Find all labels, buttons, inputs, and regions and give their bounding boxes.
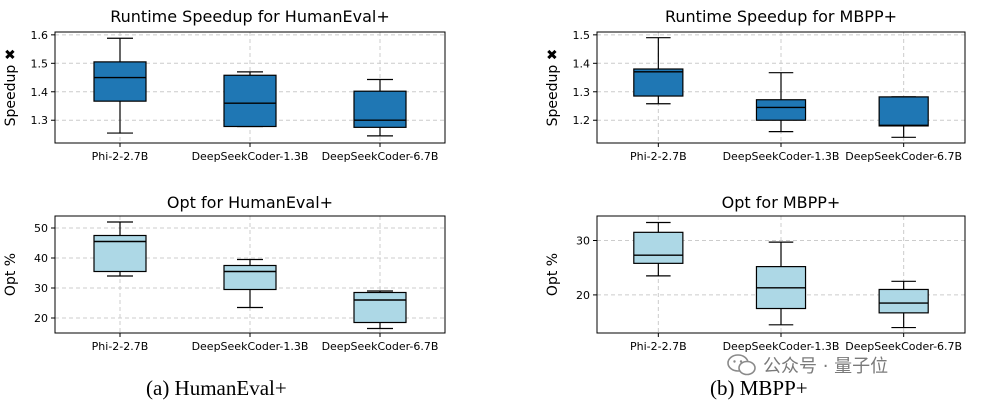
y-tick-label: 50 — [34, 222, 48, 235]
chart-title: Opt for MBPP+ — [722, 193, 841, 212]
y-axis-label: Speedup ✖ — [545, 49, 561, 127]
chart-title: Opt for HumanEval+ — [167, 193, 333, 212]
box-iqr — [633, 231, 684, 264]
box-iqr — [878, 96, 929, 127]
box-iqr — [755, 99, 807, 121]
wechat-logo-icon — [727, 354, 756, 376]
box-iqr — [353, 291, 407, 324]
x-tick-label: DeepSeekCoder-1.3B — [723, 150, 840, 163]
x-tick-label: Phi-2-2.7B — [630, 340, 687, 353]
x-tick-label: Phi-2-2.7B — [92, 150, 149, 163]
y-tick-label: 1.5 — [31, 57, 49, 70]
y-tick-label: 40 — [34, 252, 48, 265]
y-tick-label: 1.3 — [31, 114, 49, 127]
y-tick-label: 1.5 — [573, 29, 591, 42]
box-iqr — [223, 74, 277, 128]
caption-mbpp: (b) MBPP+ — [710, 376, 808, 400]
y-tick-label: 1.3 — [573, 86, 591, 99]
y-tick-label: 20 — [34, 312, 48, 325]
chart-panel-2: Runtime Speedup for MBPP+ 1.2 1.3 1.4 1.5 Phi… — [545, 7, 966, 163]
box-iqr — [223, 264, 277, 291]
x-tick-label: DeepSeekCoder-6.7B — [845, 340, 962, 353]
axes-frame — [596, 215, 966, 334]
caption-humaneval: (a) HumanEval+ — [146, 376, 287, 400]
x-tick-label: DeepSeekCoder-1.3B — [192, 340, 309, 353]
axes-frame — [54, 31, 446, 144]
y-axis-label: Opt % — [3, 253, 19, 296]
axes-frame — [54, 215, 446, 334]
x-tick-label: DeepSeekCoder-1.3B — [723, 340, 840, 353]
y-tick-label: 1.4 — [573, 57, 591, 70]
chart-title: Runtime Speedup for HumanEval+ — [110, 7, 389, 26]
chart-panel-4: Opt for MBPP+ 20 30 Phi-2-2.7B DeepSeekCoder… — [545, 193, 966, 353]
x-tick-label: DeepSeekCoder-6.7B — [322, 340, 439, 353]
watermark: 公众号 · 量子位 — [727, 352, 888, 378]
box-iqr — [633, 68, 684, 97]
x-tick-label: DeepSeekCoder-1.3B — [192, 150, 309, 163]
x-tick-label: Phi-2-2.7B — [630, 150, 687, 163]
chart-title: Runtime Speedup for MBPP+ — [665, 7, 897, 26]
chart-panel-1: Runtime Speedup for HumanEval+ 1.3 1.4 1.5 1… — [3, 7, 446, 163]
y-tick-label: 30 — [34, 282, 48, 295]
y-tick-label: 1.6 — [31, 29, 49, 42]
y-axis-label: Opt % — [545, 253, 561, 296]
y-tick-label: 30 — [576, 234, 590, 247]
x-tick-label: Phi-2-2.7B — [92, 340, 149, 353]
x-tick-label: DeepSeekCoder-6.7B — [322, 150, 439, 163]
box-iqr — [353, 90, 407, 128]
y-axis-label: Speedup ✖ — [3, 49, 19, 127]
box-iqr — [93, 61, 147, 102]
y-tick-label: 1.2 — [573, 114, 591, 127]
box-iqr — [878, 288, 929, 314]
chart-panel-3: Opt for HumanEval+ 20 30 40 50 Phi-2-2.7B Deep… — [3, 193, 446, 353]
x-tick-label: DeepSeekCoder-6.7B — [845, 150, 962, 163]
axes-frame — [596, 31, 966, 144]
watermark-text: 公众号 · 量子位 — [763, 356, 889, 377]
y-tick-label: 1.4 — [31, 86, 49, 99]
y-tick-label: 20 — [576, 289, 590, 302]
